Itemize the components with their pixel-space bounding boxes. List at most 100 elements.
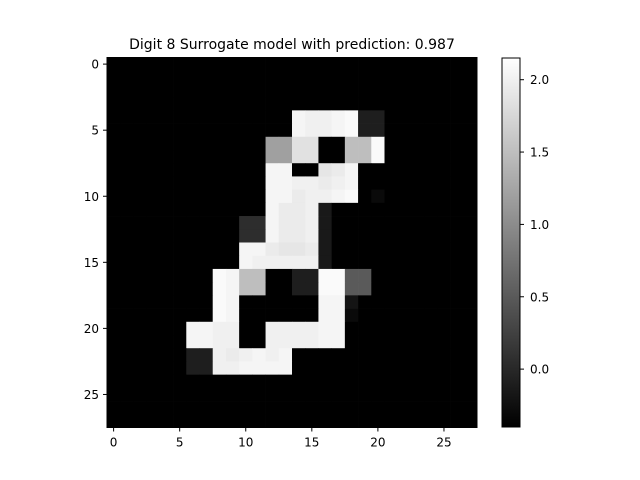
heatmap-cell — [212, 255, 227, 270]
heatmap-cell — [344, 255, 359, 270]
heatmap-cell — [410, 83, 425, 98]
heatmap-cell — [331, 189, 346, 204]
heatmap-cell — [463, 163, 478, 177]
heatmap-cell — [384, 348, 399, 362]
heatmap-cell — [305, 361, 319, 375]
heatmap-cell — [371, 136, 385, 151]
heatmap-cell — [252, 282, 266, 296]
heatmap-cell — [239, 216, 253, 230]
heatmap-cell — [358, 229, 372, 243]
heatmap-cell — [173, 268, 187, 283]
heatmap-cell — [424, 176, 438, 190]
heatmap-cell — [424, 335, 438, 349]
heatmap-cell — [265, 335, 280, 349]
heatmap-cell — [146, 401, 161, 415]
heatmap-cell — [212, 176, 227, 190]
heatmap-cell — [265, 361, 280, 375]
heatmap-cell — [424, 83, 438, 98]
heatmap-cell — [146, 150, 161, 164]
heatmap-cell — [252, 216, 266, 230]
heatmap-cell — [410, 202, 425, 217]
heatmap-cell — [318, 282, 332, 296]
heatmap-cell — [107, 374, 121, 389]
heatmap-cell — [384, 123, 399, 138]
heatmap-cell — [331, 123, 346, 138]
heatmap-cell — [173, 216, 187, 230]
heatmap-cell — [120, 110, 134, 124]
heatmap-cell — [437, 123, 451, 138]
heatmap-cell — [212, 136, 227, 151]
heatmap-cell — [225, 401, 240, 415]
heatmap-cell — [120, 57, 134, 72]
heatmap-cell — [146, 268, 161, 283]
heatmap-cell — [239, 308, 253, 323]
heatmap-cell — [265, 202, 280, 217]
x-tick-label: 10 — [238, 436, 253, 450]
heatmap-cell — [186, 361, 200, 375]
heatmap-cell — [199, 335, 214, 349]
heatmap-cell — [146, 189, 161, 204]
heatmap-cell — [450, 83, 465, 98]
heatmap-cell — [463, 189, 478, 204]
heatmap-cell — [450, 321, 465, 336]
heatmap-cell — [344, 110, 359, 124]
heatmap-cell — [146, 176, 161, 190]
heatmap-cell — [384, 163, 399, 177]
heatmap-cell — [133, 57, 147, 72]
heatmap-cell — [424, 202, 438, 217]
heatmap-cell — [410, 335, 425, 349]
heatmap-cell — [371, 295, 385, 309]
heatmap-cell — [212, 57, 227, 72]
heatmap-cell — [410, 136, 425, 151]
heatmap-cell — [225, 57, 240, 72]
colorbar-tick-label: 0.5 — [530, 290, 549, 304]
heatmap-cell — [331, 97, 346, 111]
heatmap-cell — [292, 242, 306, 257]
heatmap-cell — [212, 387, 227, 402]
heatmap-cell — [384, 401, 399, 415]
heatmap-cell — [186, 387, 200, 402]
heatmap-cell — [212, 70, 227, 85]
heatmap-cell — [107, 229, 121, 243]
heatmap-cell — [107, 110, 121, 124]
heatmap-cell — [133, 348, 147, 362]
heatmap-cell — [384, 229, 399, 243]
heatmap-cell — [358, 163, 372, 177]
heatmap-cell — [265, 163, 280, 177]
heatmap-cell — [146, 123, 161, 138]
y-tick-label: 20 — [84, 322, 99, 336]
heatmap-cell — [331, 150, 346, 164]
heatmap-cell — [252, 202, 266, 217]
heatmap-cell — [410, 216, 425, 230]
heatmap-cell — [292, 414, 306, 428]
heatmap-cell — [331, 70, 346, 85]
heatmap-cell — [424, 150, 438, 164]
heatmap-cell — [344, 321, 359, 336]
heatmap-cell — [384, 268, 399, 283]
heatmap-cell — [278, 321, 293, 336]
heatmap-cell — [450, 57, 465, 72]
heatmap-cell — [186, 348, 200, 362]
heatmap-cell — [173, 374, 187, 389]
heatmap-cell — [424, 295, 438, 309]
heatmap-cell — [358, 361, 372, 375]
heatmap-cell — [120, 242, 134, 257]
heatmap-cell — [384, 176, 399, 190]
heatmap-cell — [410, 150, 425, 164]
heatmap-cell — [397, 136, 412, 151]
heatmap-cell — [278, 242, 293, 257]
heatmap-cell — [133, 97, 147, 111]
heatmap-cell — [410, 348, 425, 362]
heatmap-cell — [397, 374, 412, 389]
heatmap-cell — [424, 414, 438, 428]
heatmap-cell — [437, 401, 451, 415]
heatmap-cell — [107, 57, 121, 72]
heatmap-cell — [186, 321, 200, 336]
heatmap-cell — [120, 176, 134, 190]
heatmap-cell — [305, 216, 319, 230]
heatmap-cell — [292, 361, 306, 375]
heatmap-cell — [424, 216, 438, 230]
heatmap-cell — [199, 242, 214, 257]
heatmap-cell — [239, 282, 253, 296]
heatmap-cell — [146, 361, 161, 375]
